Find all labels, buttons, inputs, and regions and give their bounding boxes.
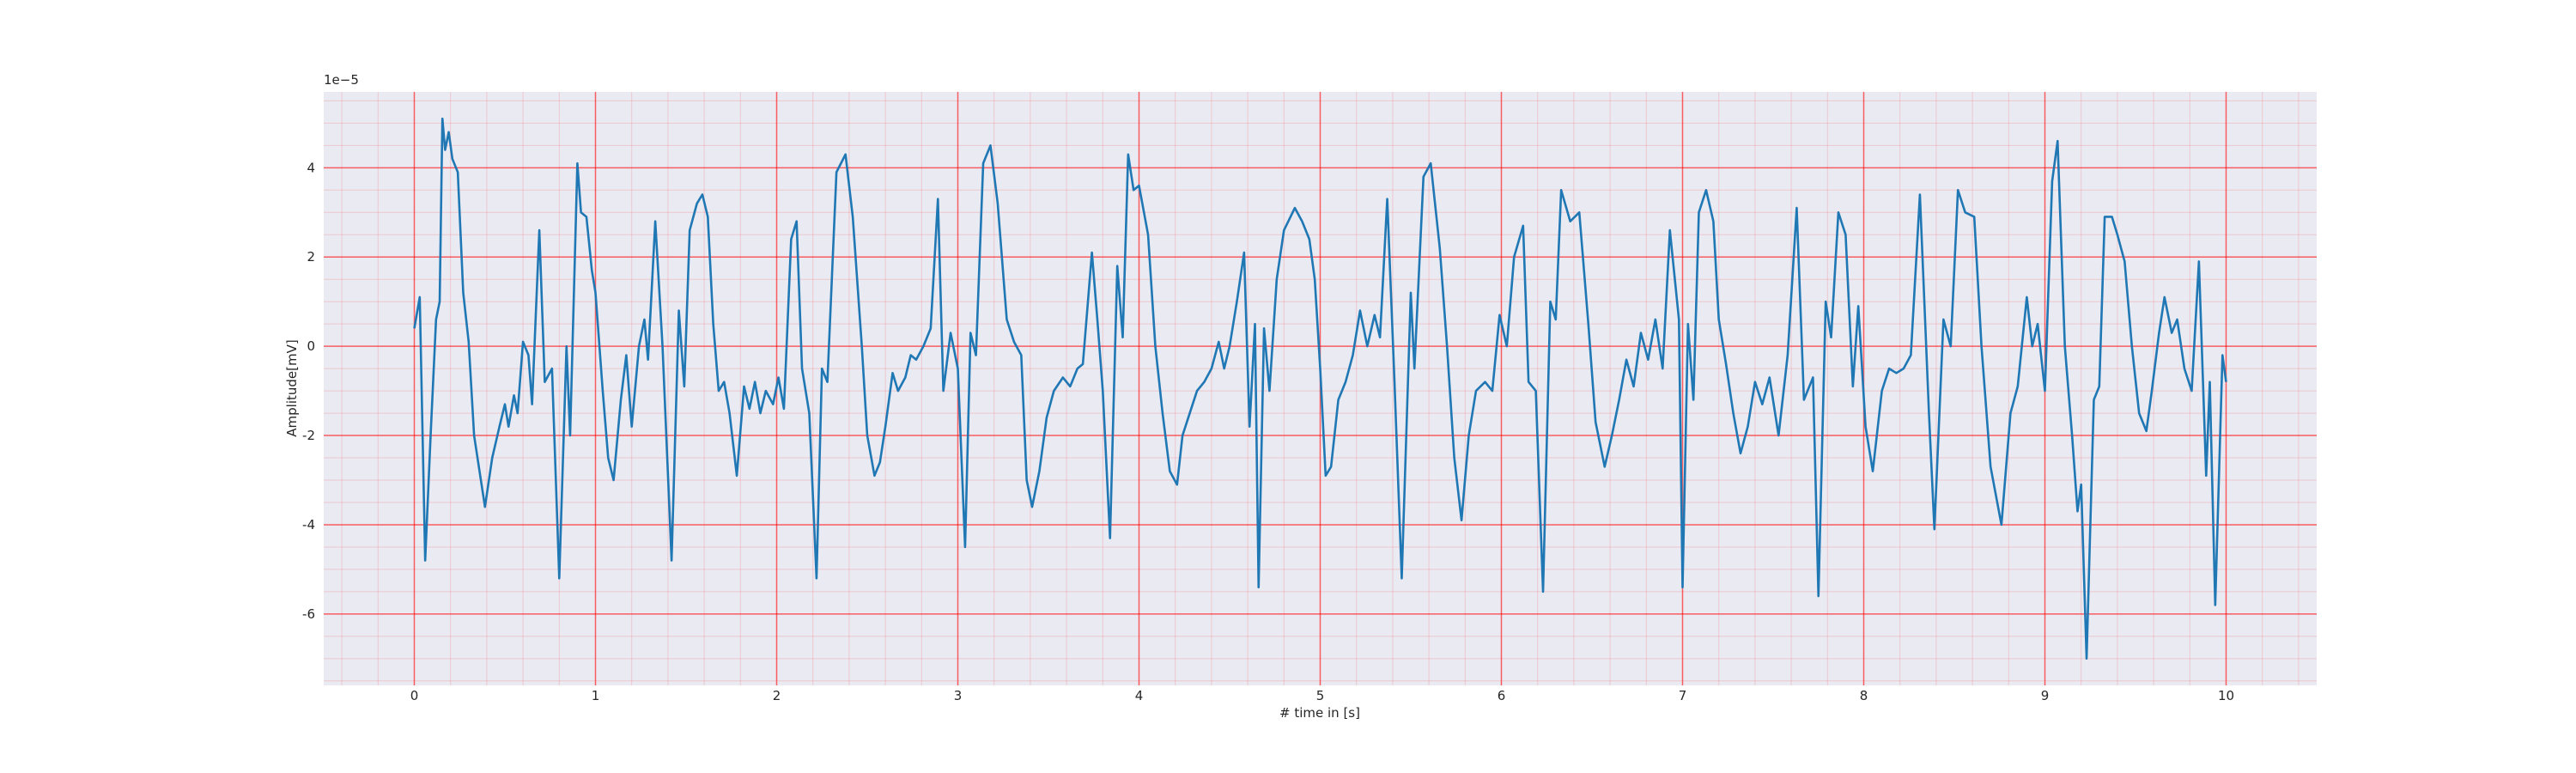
signal-line: [413, 117, 2227, 660]
x-axis-label: # time in [s]: [1279, 705, 1360, 721]
y-tick-label: 2: [307, 249, 315, 265]
x-tick-label: 6: [1498, 688, 1506, 703]
y-tick-label: 0: [307, 338, 315, 354]
x-tick-label: 9: [2041, 688, 2050, 703]
y-axis-label: Amplitude[mV]: [284, 339, 300, 436]
x-tick-label: 3: [954, 688, 963, 703]
x-tick-label: 7: [1679, 688, 1687, 703]
y-tick-label: -2: [302, 428, 315, 443]
x-tick-label: 5: [1316, 688, 1325, 703]
y-tick-label: -6: [302, 606, 315, 622]
grid: [324, 92, 2317, 685]
y-tick-label: -4: [302, 517, 315, 533]
x-tick-label: 1: [592, 688, 600, 703]
marks: [413, 117, 2227, 660]
x-tick-label: 4: [1135, 688, 1144, 703]
y-tick-label: 4: [307, 160, 315, 175]
x-tick-label: 0: [410, 688, 419, 703]
x-tick-label: 8: [1860, 688, 1868, 703]
x-tick-label: 10: [2218, 688, 2234, 703]
x-tick-label: 2: [773, 688, 781, 703]
offset-text: 1e−5: [324, 72, 359, 88]
